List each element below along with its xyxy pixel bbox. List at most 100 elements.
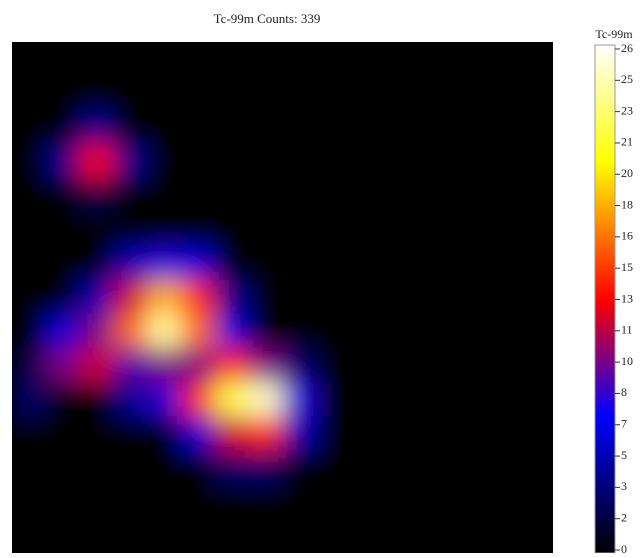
heatmap-cell xyxy=(519,280,553,315)
heatmap-cell xyxy=(485,450,519,485)
heatmap-cell xyxy=(316,314,350,349)
heatmap-cell xyxy=(147,110,181,145)
heatmap-cell xyxy=(350,178,384,213)
heatmap-cell xyxy=(249,348,283,383)
heatmap-cell xyxy=(46,144,80,179)
heatmap-cell xyxy=(452,246,486,281)
heatmap-cell xyxy=(384,348,418,383)
colorbar-tick-label: 21 xyxy=(621,135,633,149)
heatmap-cell xyxy=(316,144,350,179)
heatmap-cell xyxy=(283,416,317,451)
heatmap-cell xyxy=(80,416,114,451)
colorbar-title: Tc-99m xyxy=(595,27,633,41)
heatmap-cell xyxy=(452,144,486,179)
heatmap-cell xyxy=(46,42,80,77)
heatmap-cell xyxy=(181,76,215,111)
heatmap-cell xyxy=(485,246,519,281)
heatmap-cell xyxy=(485,178,519,213)
heatmap-cell xyxy=(519,518,553,553)
heatmap-cell xyxy=(215,110,249,145)
heatmap-cell xyxy=(350,314,384,349)
heatmap-cell xyxy=(215,178,249,213)
heatmap-cell xyxy=(113,314,147,349)
heatmap-cell xyxy=(113,76,147,111)
heatmap-cell xyxy=(147,246,181,281)
heatmap-cell xyxy=(418,76,452,111)
heatmap-cell xyxy=(12,212,46,247)
heatmap-cell xyxy=(12,314,46,349)
heatmap-cell xyxy=(316,42,350,77)
heatmap-cell xyxy=(384,382,418,417)
colorbar-tick-label: 15 xyxy=(621,260,633,274)
heatmap-cell xyxy=(418,42,452,77)
heatmap-cell xyxy=(249,484,283,519)
heatmap-cell xyxy=(316,246,350,281)
heatmap-cell xyxy=(316,76,350,111)
heatmap-cell xyxy=(249,246,283,281)
heatmap-cell xyxy=(350,382,384,417)
heatmap-cell xyxy=(418,450,452,485)
colorbar-tick-label: 26 xyxy=(621,41,633,55)
heatmap-cell xyxy=(215,212,249,247)
heatmap-cell xyxy=(418,246,452,281)
heatmap-cell xyxy=(147,314,181,349)
heatmap-cell xyxy=(519,348,553,383)
heatmap-cell xyxy=(113,280,147,315)
heatmap-cell xyxy=(46,450,80,485)
heatmap-cell xyxy=(12,246,46,281)
heatmap-cell xyxy=(12,382,46,417)
heatmap-cell xyxy=(452,314,486,349)
heatmap-cell xyxy=(316,178,350,213)
heatmap-cell xyxy=(12,450,46,485)
heatmap-cell xyxy=(113,42,147,77)
heatmap-cell xyxy=(46,314,80,349)
heatmap-cell xyxy=(181,280,215,315)
heatmap-cell xyxy=(283,348,317,383)
heatmap-cell xyxy=(350,280,384,315)
heatmap-cell xyxy=(12,42,46,77)
heatmap-cell xyxy=(452,416,486,451)
heatmap-cell xyxy=(350,450,384,485)
heatmap-cell xyxy=(181,450,215,485)
heatmap-cell xyxy=(249,212,283,247)
heatmap-cell xyxy=(485,212,519,247)
heatmap-cell xyxy=(283,110,317,145)
heatmap-cell xyxy=(46,280,80,315)
heatmap-cell xyxy=(519,76,553,111)
heatmap-cell xyxy=(12,178,46,213)
colorbar xyxy=(595,45,615,553)
colorbar-tick-label: 16 xyxy=(621,229,633,243)
heatmap-cell xyxy=(113,416,147,451)
heatmap-cell xyxy=(80,450,114,485)
heatmap-cell xyxy=(283,42,317,77)
chart: Tc-99m Counts: 339 Tc-99m 02357810111315… xyxy=(0,0,642,553)
heatmap-cell xyxy=(283,76,317,111)
heatmap-cell xyxy=(249,450,283,485)
heatmap-cell xyxy=(452,280,486,315)
heatmap-cell xyxy=(46,178,80,213)
heatmap-cell xyxy=(316,484,350,519)
heatmap-cell xyxy=(418,484,452,519)
heatmap-cell xyxy=(181,518,215,553)
heatmap-cell xyxy=(147,484,181,519)
heatmap-cell xyxy=(283,382,317,417)
heatmap-cell xyxy=(384,212,418,247)
heatmap-cell xyxy=(147,42,181,77)
heatmap-cell xyxy=(12,348,46,383)
heatmap-cell xyxy=(80,280,114,315)
heatmap-cell xyxy=(452,178,486,213)
heatmap-cell xyxy=(384,246,418,281)
heatmap-cell xyxy=(418,212,452,247)
heatmap-cell xyxy=(418,314,452,349)
heatmap-cell xyxy=(181,416,215,451)
heatmap-cell xyxy=(249,382,283,417)
colorbar-tick-label: 18 xyxy=(621,197,633,211)
heatmap-cell xyxy=(12,76,46,111)
heatmap-cell xyxy=(350,110,384,145)
heatmap-cell xyxy=(181,348,215,383)
heatmap-cell xyxy=(519,416,553,451)
heatmap-cell xyxy=(215,280,249,315)
heatmap-cell xyxy=(350,484,384,519)
heatmap-cell xyxy=(350,212,384,247)
heatmap-cell xyxy=(147,518,181,553)
